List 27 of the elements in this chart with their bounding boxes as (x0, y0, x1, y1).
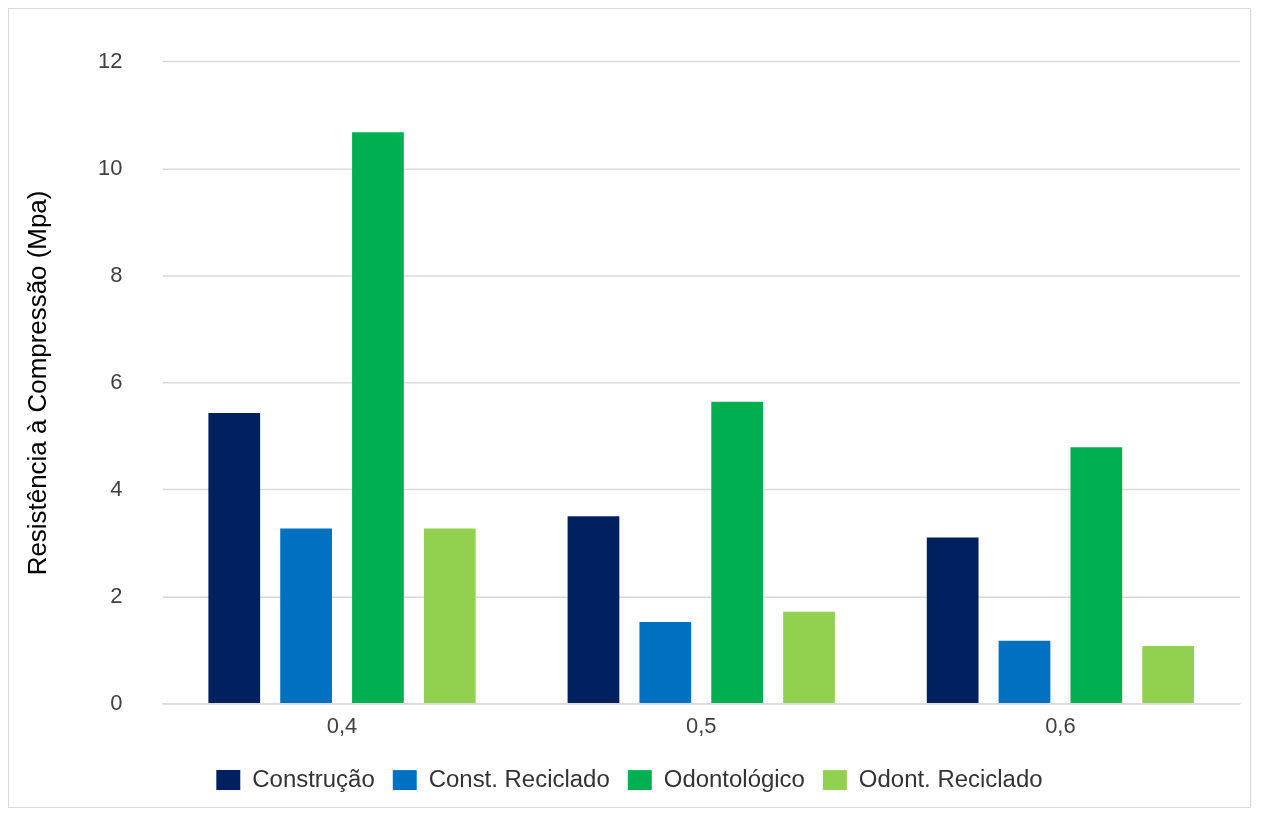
legend-label: Const. Reciclado (428, 764, 610, 792)
legend-label: Odont. Reciclado (858, 764, 1043, 792)
y-tick-label: 8 (110, 262, 123, 288)
y-tick-label: 10 (98, 155, 123, 181)
bar (926, 537, 979, 704)
bar (711, 401, 763, 704)
bar (567, 516, 620, 704)
bar (1142, 646, 1195, 704)
bar (639, 622, 692, 704)
bar (208, 412, 261, 704)
bar (1070, 447, 1123, 704)
bar (783, 611, 835, 704)
bar (352, 132, 404, 704)
y-tick-label: 2 (110, 582, 123, 608)
y-tick-label: 12 (98, 48, 123, 74)
y-tick-label: 0 (110, 689, 123, 715)
x-tick-label: 0,6 (1045, 713, 1076, 739)
legend-label: Construção (252, 764, 375, 792)
y-tick-label: 6 (110, 369, 123, 395)
bar (423, 528, 476, 704)
bar (998, 640, 1051, 704)
y-axis-title: Resistência à Compressão (Mpa) (22, 190, 51, 576)
x-tick-label: 0,4 (326, 713, 358, 739)
y-tick-label: 4 (110, 475, 123, 501)
x-tick-label: 0,5 (685, 713, 717, 739)
bar (280, 528, 332, 704)
legend-label: Odontológico (663, 764, 805, 792)
